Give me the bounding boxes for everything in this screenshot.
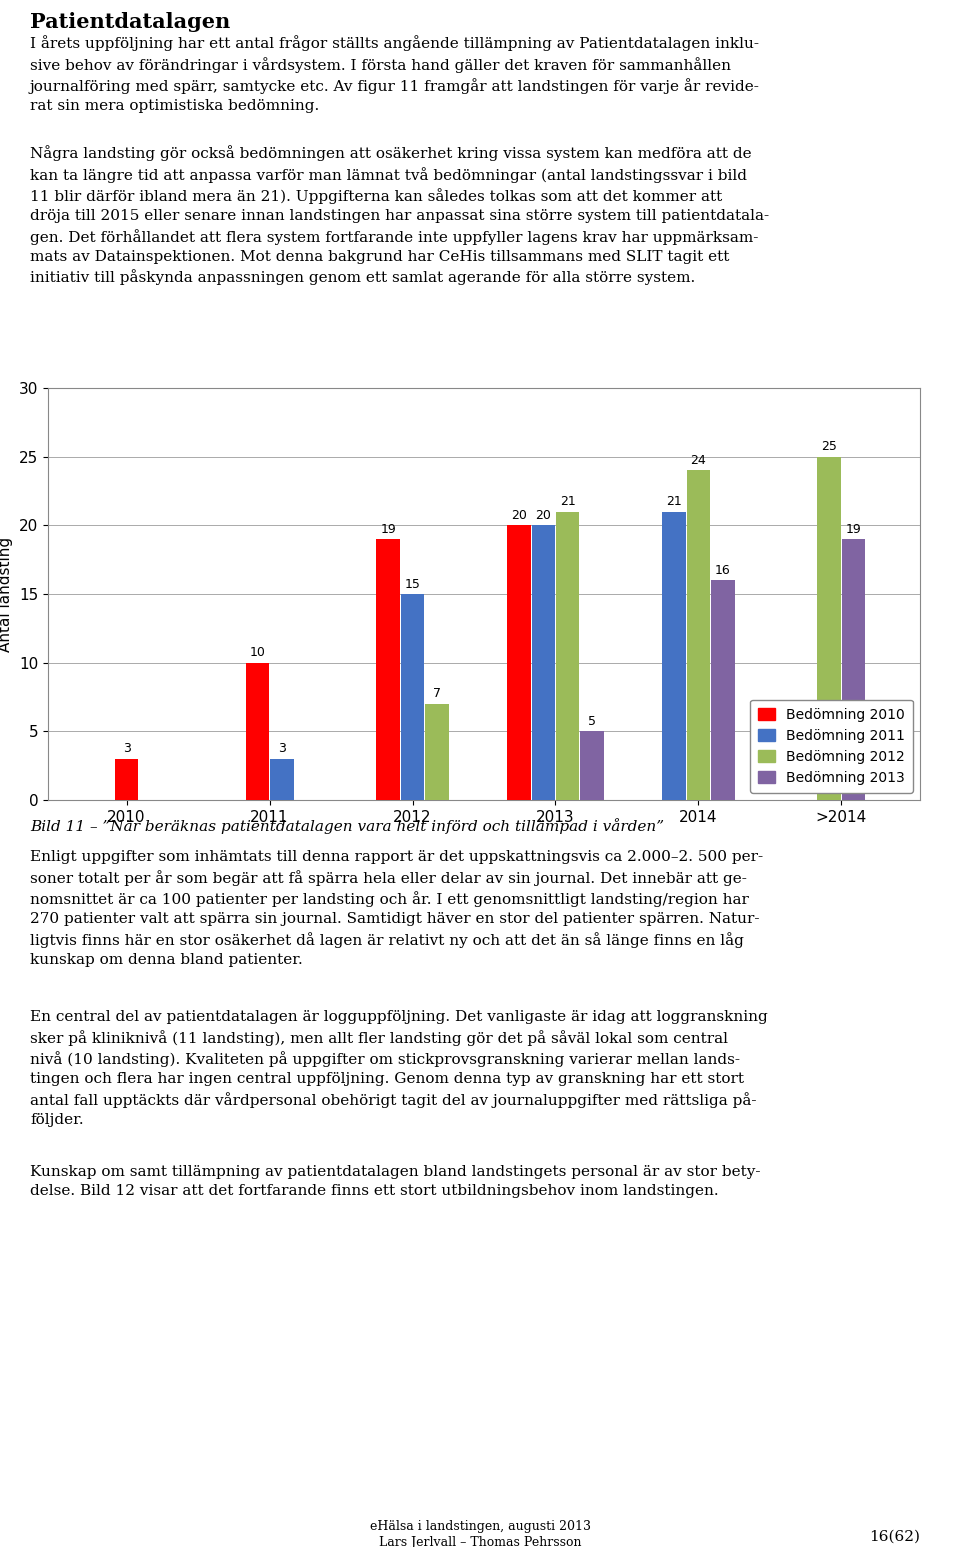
Text: En central del av patientdatalagen är logguppföljning. Det vanligaste är idag at: En central del av patientdatalagen är lo… [30, 1010, 768, 1126]
Text: 5: 5 [588, 715, 596, 729]
Bar [817, 456, 841, 800]
Text: 20: 20 [536, 509, 551, 521]
Text: I årets uppföljning har ett antal frågor ställts angående tillämpning av Patient: I årets uppföljning har ett antal frågor… [30, 36, 760, 113]
Text: 7: 7 [433, 687, 441, 701]
Bar [400, 594, 424, 800]
Text: Enligt uppgifter som inhämtats till denna rapport är det uppskattningsvis ca 2.0: Enligt uppgifter som inhämtats till denn… [30, 849, 763, 967]
Text: Några landsting gör också bedömningen att osäkerhet kring vissa system kan medfö: Några landsting gör också bedömningen at… [30, 145, 769, 286]
Bar [580, 732, 604, 800]
Text: Patientdatalagen: Patientdatalagen [30, 12, 230, 32]
Bar [532, 526, 555, 800]
Legend: Bedömning 2010, Bedömning 2011, Bedömning 2012, Bedömning 2013: Bedömning 2010, Bedömning 2011, Bedömnin… [750, 699, 913, 794]
Bar [425, 704, 448, 800]
Bar [507, 526, 531, 800]
Bar [246, 662, 269, 800]
Text: 19: 19 [846, 523, 861, 535]
Text: 19: 19 [380, 523, 396, 535]
Text: 25: 25 [822, 441, 837, 453]
Text: 21: 21 [666, 495, 682, 507]
Bar [556, 512, 580, 800]
Text: 16: 16 [715, 563, 731, 577]
Bar [842, 538, 865, 800]
Text: 24: 24 [690, 453, 707, 467]
Y-axis label: Antal landsting: Antal landsting [0, 537, 13, 651]
Text: Bild 11 – ”När beräknas patientdatalagen vara helt införd och tillämpad i vården: Bild 11 – ”När beräknas patientdatalagen… [30, 818, 664, 834]
Bar [686, 470, 710, 800]
Text: 15: 15 [404, 577, 420, 591]
Bar [711, 580, 734, 800]
Text: 3: 3 [277, 743, 286, 755]
Text: 10: 10 [250, 647, 265, 659]
Bar [376, 538, 400, 800]
Bar [115, 758, 138, 800]
Text: Kunskap om samt tillämpning av patientdatalagen bland landstingets personal är a: Kunskap om samt tillämpning av patientda… [30, 1165, 760, 1197]
Text: 21: 21 [560, 495, 575, 507]
Text: 3: 3 [123, 743, 131, 755]
Text: 20: 20 [511, 509, 527, 521]
Bar [270, 758, 294, 800]
Text: 16(62): 16(62) [869, 1530, 920, 1544]
Text: eHälsa i landstingen, augusti 2013
Lars Jerlvall – Thomas Pehrsson: eHälsa i landstingen, augusti 2013 Lars … [370, 1521, 590, 1547]
Bar [662, 512, 685, 800]
